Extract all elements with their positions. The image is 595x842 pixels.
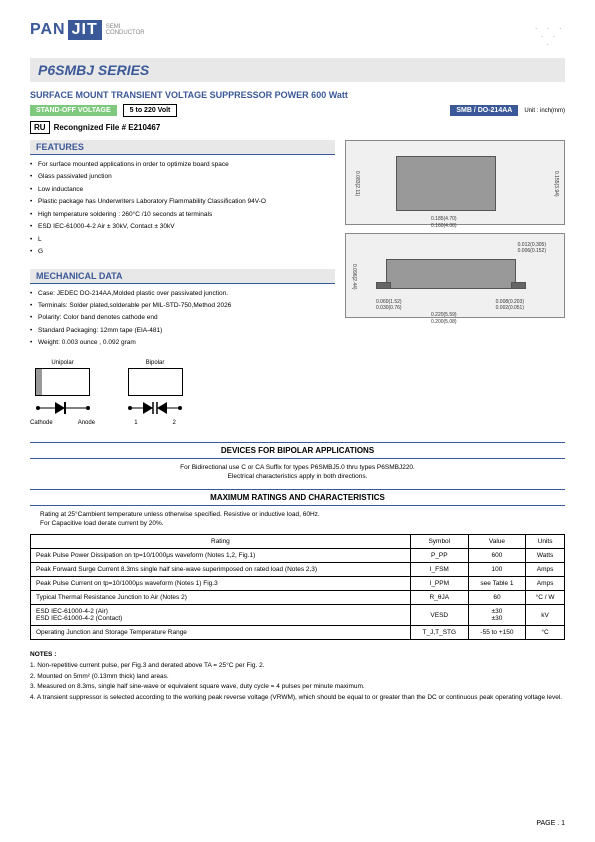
ratings-table: RatingSymbol ValueUnits Peak Pulse Power… (30, 534, 565, 640)
bipolar-note: For Bidirectional use C or CA Suffix for… (30, 463, 565, 481)
logo-jit: JIT (68, 20, 102, 40)
table-row: Peak Pulse Current on tp=10/1000μs wavef… (31, 577, 565, 591)
package-top-view: 0.185(4.70) 0.160(4.06) 0.155(3.94) 0.08… (345, 140, 565, 225)
table-row: Peak Pulse Power Dissipation on tp=10/10… (31, 549, 565, 563)
table-row: Peak Forward Surge Current 8.3ms single … (31, 563, 565, 577)
page-number: PAGE . 1 (536, 820, 565, 827)
logo-sub: SEMICONDUCTOR (106, 24, 145, 36)
polarity-diagrams: Unipolar CathodeAnode Bipolar (30, 360, 335, 426)
mech-list: Case: JEDEC DO-214AA,Molded plastic over… (30, 288, 335, 350)
mech-item: Weight: 0.003 ounce , 0.092 gram (30, 337, 335, 349)
bipolar-symbol (125, 398, 185, 418)
mech-item: Terminals: Solder plated,solderable per … (30, 300, 335, 312)
unipolar-symbol (33, 398, 93, 418)
logo-pan: PAN (30, 21, 66, 39)
series-title: P6SMBJ SERIES (30, 58, 565, 82)
logo: PAN JIT SEMICONDUCTOR (30, 20, 565, 40)
feature-item: Glass passivated junction (30, 171, 335, 183)
table-row: Operating Junction and Storage Temperatu… (31, 626, 565, 640)
unit-label: Unit : inch(mm) (524, 108, 565, 114)
ru-mark: RU (30, 121, 50, 134)
mech-item: Standard Packaging: 12mm tape (EIA-481) (30, 325, 335, 337)
bipolar-box (128, 368, 183, 396)
badge-pkg: SMB / DO-214AA (450, 105, 518, 116)
notes: NOTES : 1. Non-repetitive current pulse,… (30, 650, 565, 703)
feature-item: Plastic package has Underwriters Laborat… (30, 196, 335, 208)
unipolar-label: Unipolar (51, 360, 73, 366)
decorative-dots: · · · · · · (534, 25, 565, 49)
subtitle: SURFACE MOUNT TRANSIENT VOLTAGE SUPPRESS… (30, 90, 348, 100)
features-head: FEATURES (30, 140, 335, 155)
package-side-view: 0.096(2.44) 0.012(0.305) 0.006(0.152) 0.… (345, 233, 565, 318)
maxrat-head: MAXIMUM RATINGS AND CHARACTERISTICS (30, 489, 565, 506)
table-row: ESD IEC-61000-4-2 (Air) ESD IEC-61000-4-… (31, 605, 565, 626)
table-row: Typical Thermal Resistance Junction to A… (31, 591, 565, 605)
feature-item: Low inductance (30, 184, 335, 196)
feature-item: For surface mounted applications in orde… (30, 159, 335, 171)
feature-item: L (30, 234, 335, 246)
bipolar-head: DEVICES FOR BIPOLAR APPLICATIONS (30, 442, 565, 459)
badge-standoff: STAND-OFF VOLTAGE (30, 105, 117, 116)
badge-volt: 5 to 220 Volt (123, 104, 178, 117)
mech-head: MECHANICAL DATA (30, 269, 335, 284)
features-list: For surface mounted applications in orde… (30, 159, 335, 259)
feature-item: G (30, 246, 335, 258)
mech-item: Polarity: Color band denotes cathode end (30, 312, 335, 324)
bipolar-label: Bipolar (146, 360, 165, 366)
mech-item: Case: JEDEC DO-214AA,Molded plastic over… (30, 288, 335, 300)
unipolar-box (35, 368, 90, 396)
feature-item: ESD IEC-61000-4-2 Air ± 30kV, Contact ± … (30, 221, 335, 233)
feature-item: High temperature soldering : 260°C /10 s… (30, 209, 335, 221)
rating-note: Rating at 25°Cambient temperature unless… (40, 510, 565, 528)
recog-text: Recongnized File # E210467 (54, 123, 161, 132)
